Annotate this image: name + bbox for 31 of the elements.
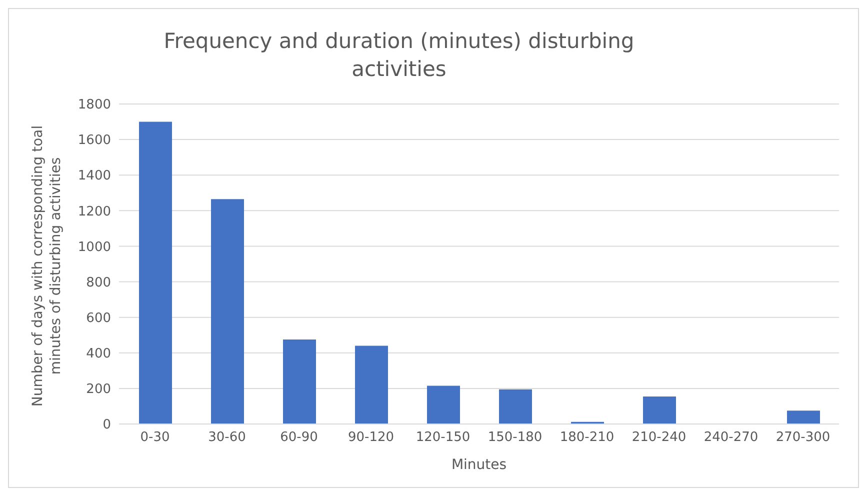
bar <box>787 410 820 424</box>
y-axis-title: Number of days with corresponding toal minutes of disturbing activities <box>30 125 64 407</box>
x-tick-label: 240-270 <box>704 430 758 446</box>
bar <box>139 122 172 424</box>
y-tick-label: 1000 <box>78 240 111 255</box>
bar <box>211 199 244 424</box>
y-tick-label: 200 <box>86 382 111 398</box>
y-tick-label: 800 <box>86 275 111 290</box>
bar <box>427 386 460 424</box>
y-tick-label: 1400 <box>78 168 111 184</box>
bar <box>355 346 388 424</box>
y-tick-label: 400 <box>86 346 111 362</box>
bar <box>499 389 532 424</box>
x-tick-label: 120-150 <box>416 430 470 446</box>
y-tick-label: 1800 <box>78 98 111 113</box>
x-tick-label: 270-300 <box>776 430 830 446</box>
x-tick-label: 210-240 <box>632 430 686 446</box>
bar <box>283 340 316 424</box>
y-tick-label: 1200 <box>78 204 111 220</box>
x-tick-label: 90-120 <box>348 430 394 446</box>
y-tick-label: 1600 <box>78 133 111 148</box>
bar <box>643 396 676 424</box>
y-tick-label: 600 <box>86 310 111 326</box>
chart-title: Frequency and duration (minutes) disturbing activities <box>162 28 636 83</box>
x-axis-title: Minutes <box>451 457 507 473</box>
y-tick-label: 0 <box>102 418 111 433</box>
x-tick-label: 0-30 <box>140 430 170 446</box>
x-tick-label: 30-60 <box>208 430 246 446</box>
x-tick-label: 180-210 <box>560 430 614 446</box>
x-tick-label: 150-180 <box>488 430 542 446</box>
x-tick-label: 60-90 <box>280 430 318 446</box>
